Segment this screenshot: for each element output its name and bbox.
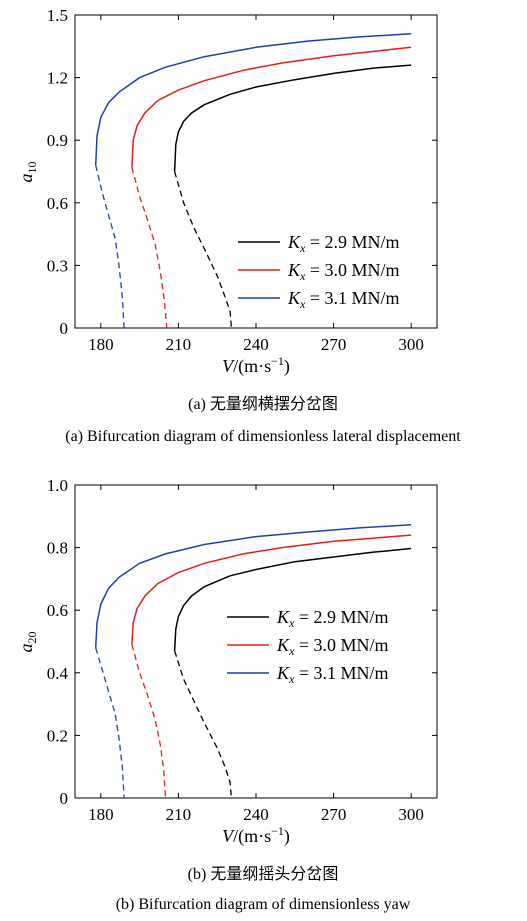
y-tick-label: 0.3 — [47, 256, 68, 275]
y-tick-label: 0.8 — [47, 539, 68, 558]
y-axis-label-a: a10 — [16, 162, 39, 183]
panel-a: 180 210 240 270 300 0 0.3 0.6 0.9 1.2 1.5 Kx = 2.9… — [16, 6, 461, 445]
legend-entry: Kx = 2.9 MN/m — [276, 607, 389, 630]
series-stable-branch — [94, 524, 412, 648]
x-axis-label-a: V/(m·s−1) — [222, 354, 290, 377]
y-tick-label: 0.6 — [47, 194, 68, 213]
series-unstable-branch — [131, 167, 168, 329]
legend-entry: Kx = 3.1 MN/m — [287, 288, 400, 311]
series-unstable-branch — [131, 644, 167, 799]
y-tick-label: 0 — [60, 789, 69, 808]
series-unstable-branch — [173, 171, 233, 329]
series-stable-branch — [173, 64, 412, 172]
legend-entry: Kx = 2.9 MN/m — [287, 232, 400, 255]
caption-en-b: (b) Bifurcation diagram of dimensionless… — [116, 896, 411, 913]
series-stable-branch — [131, 46, 412, 168]
y-tick-label: 1.5 — [47, 6, 68, 25]
caption-en-a: (a) Bifurcation diagram of dimensionless… — [65, 428, 461, 445]
y-tick-label: 0.6 — [47, 601, 68, 620]
y-tick-label: 1.0 — [47, 476, 68, 495]
plot-frame-a — [74, 14, 438, 329]
series-stable-branch — [131, 534, 412, 645]
y-tick-label: 0.4 — [47, 664, 69, 683]
x-tick-label: 270 — [321, 335, 347, 354]
caption-cn-a: (a) 无量纲横摆分岔图 — [188, 395, 338, 413]
x-tick-label: 240 — [243, 335, 269, 354]
legend-entry: Kx = 3.1 MN/m — [276, 663, 389, 686]
legend-entry: Kx = 3.0 MN/m — [287, 260, 400, 283]
series-stable-branch — [94, 33, 412, 166]
panel-b: 180 210 240 270 300 0 0.2 0.4 0.6 0.8 1.0 Kx = 2.9… — [16, 476, 438, 913]
x-tick-label: 240 — [243, 805, 269, 824]
x-tick-label: 210 — [166, 805, 192, 824]
x-tick-label: 180 — [88, 805, 114, 824]
caption-cn-b: (b) 无量纲摇头分岔图 — [188, 865, 339, 883]
x-tick-label: 210 — [166, 335, 192, 354]
legend-entry: Kx = 3.0 MN/m — [276, 635, 389, 658]
x-tick-label: 300 — [398, 805, 424, 824]
x-tick-label: 300 — [398, 335, 424, 354]
y-tick-label: 0.2 — [47, 726, 68, 745]
x-tick-label: 270 — [321, 805, 347, 824]
series-unstable-branch — [95, 165, 125, 329]
x-axis-label-b: V/(m·s−1) — [222, 824, 290, 847]
series-unstable-branch — [173, 650, 233, 799]
x-tick-label: 180 — [88, 335, 114, 354]
series-stable-branch — [173, 547, 412, 651]
y-tick-label: 0 — [60, 319, 69, 338]
y-axis-label-b: a20 — [16, 632, 39, 653]
y-tick-label: 1.2 — [47, 69, 68, 88]
series-unstable-branch — [95, 647, 125, 799]
y-tick-label: 0.9 — [47, 131, 68, 150]
